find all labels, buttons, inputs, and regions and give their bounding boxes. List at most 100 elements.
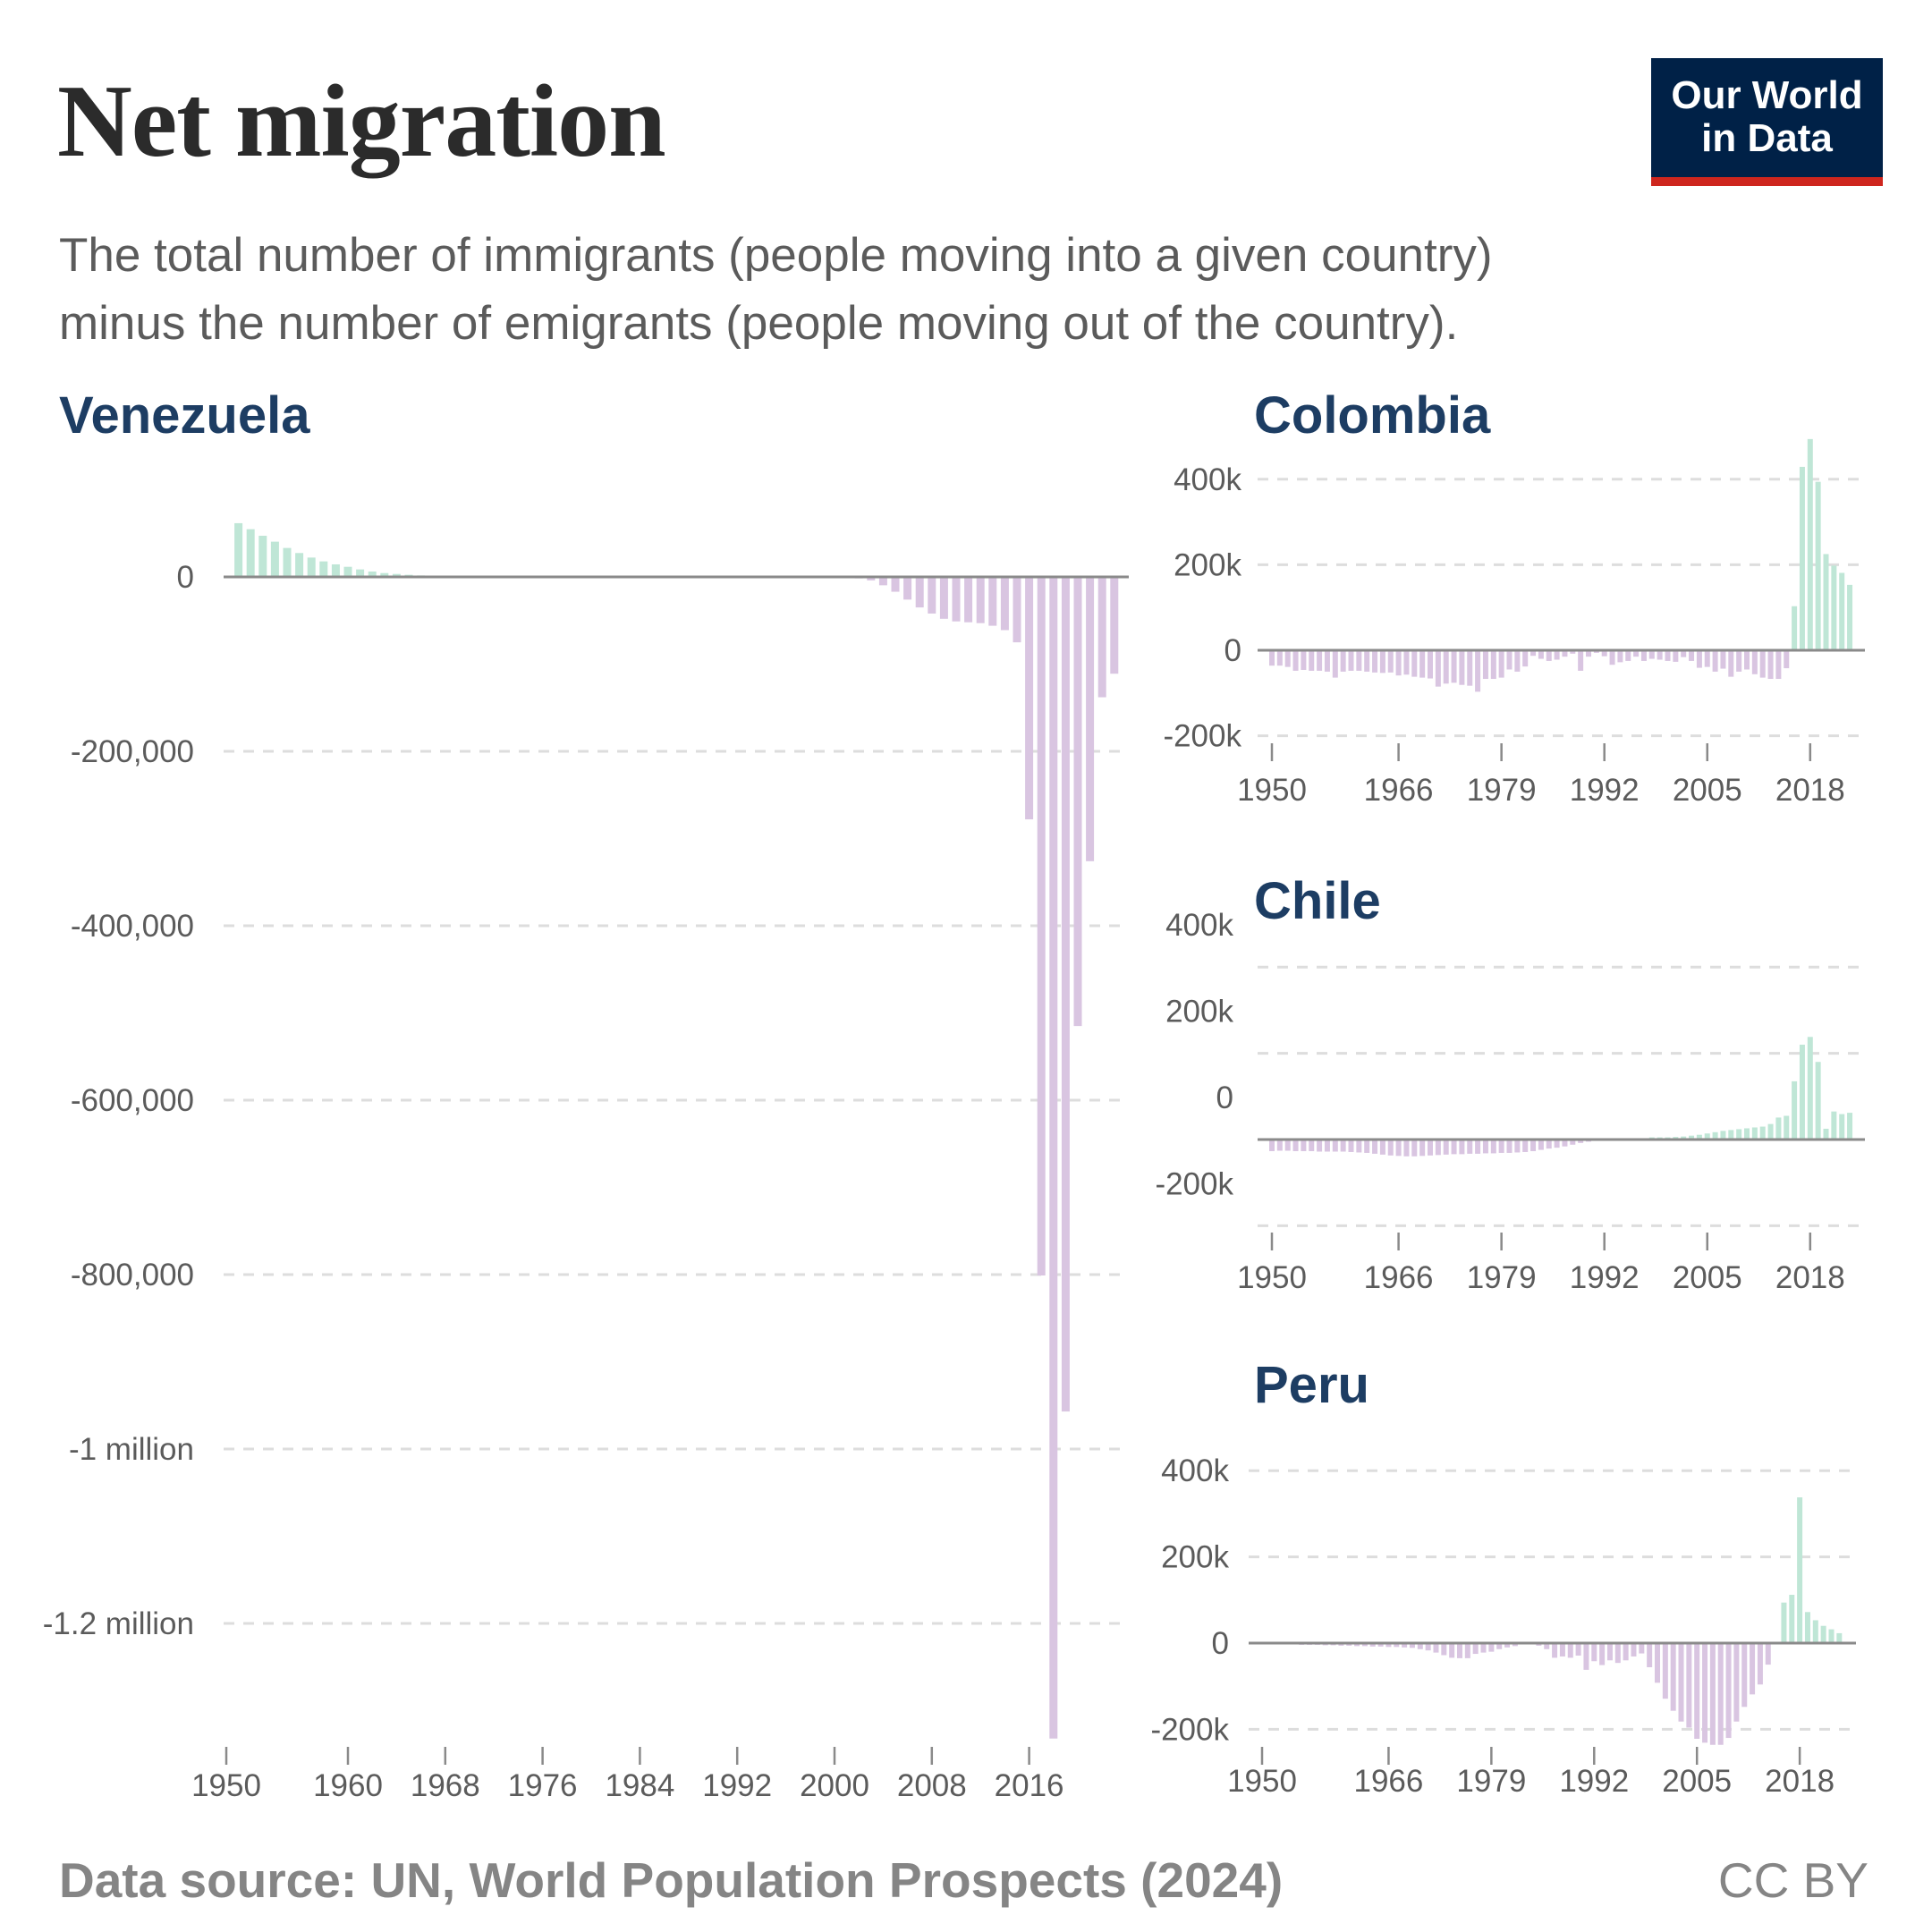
bar-2016 xyxy=(1792,606,1798,650)
bar-2019 xyxy=(1804,1612,1810,1643)
bar-2004 xyxy=(1696,650,1702,668)
bar-1980 xyxy=(1506,1140,1513,1153)
data-source: Data source: UN, World Population Prospe… xyxy=(59,1852,1284,1908)
bar-2016 xyxy=(1025,577,1034,820)
bar-1985 xyxy=(1546,650,1552,661)
bar-1959 xyxy=(1340,650,1346,672)
bar-1961 xyxy=(1356,650,1362,671)
x-tick-label: 1992 xyxy=(1570,1260,1640,1295)
logo-accent-bar xyxy=(1651,177,1883,186)
bar-1969 xyxy=(1419,650,1426,678)
bar-1978 xyxy=(1480,1643,1487,1653)
bar-1960 xyxy=(1348,650,1354,671)
bar-2022 xyxy=(1097,577,1106,698)
y-tick-label: 400k xyxy=(1174,462,1241,497)
chart-title-venezuela: Venezuela xyxy=(59,386,310,445)
bar-1959 xyxy=(1340,1140,1346,1152)
bar-2009 xyxy=(939,577,948,619)
bar-1960 xyxy=(343,566,352,577)
bar-1952 xyxy=(1284,650,1291,667)
bar-2015 xyxy=(1013,577,1021,643)
bar-2017 xyxy=(1799,1044,1805,1140)
y-tick-label: 200k xyxy=(1161,1540,1229,1575)
bar-2011 xyxy=(1751,650,1758,674)
bar-1971 xyxy=(1435,1140,1441,1156)
bar-1982 xyxy=(1512,1643,1518,1647)
y-tick-label: -1 million xyxy=(69,1432,194,1467)
bar-1958 xyxy=(1332,650,1338,678)
bar-2010 xyxy=(1733,1643,1740,1722)
bar-2006 xyxy=(903,577,912,600)
bar-2015 xyxy=(1784,650,1790,669)
x-tick-label: 2018 xyxy=(1775,773,1845,808)
bar-1976 xyxy=(1475,1140,1481,1154)
bar-1981 xyxy=(1514,1140,1521,1153)
bar-1957 xyxy=(307,557,316,577)
bar-1981 xyxy=(1504,1643,1511,1648)
bar-2012 xyxy=(1759,650,1766,678)
x-tick-label: 1968 xyxy=(411,1768,480,1803)
bar-2020 xyxy=(1812,1620,1818,1643)
bar-2012 xyxy=(976,577,985,623)
chart-venezuela: 0 -200,000 -400,000 -600,000 -800,000 -1 mill… xyxy=(43,522,1129,1803)
bar-2005 xyxy=(1694,1643,1700,1740)
bar-1955 xyxy=(1309,1140,1315,1152)
bar-1964 xyxy=(1379,1140,1385,1155)
subtitle-line-1: The total number of immigrants (people m… xyxy=(59,229,1493,282)
bar-1963 xyxy=(1361,1643,1368,1647)
logo-line-2: in Data xyxy=(1701,116,1833,160)
bar-2002 xyxy=(1681,650,1687,657)
bar-1953 xyxy=(1292,1140,1299,1152)
x-tick-label: 1966 xyxy=(1364,1260,1434,1295)
bar-2007 xyxy=(915,577,924,608)
bar-1963 xyxy=(1372,650,1378,673)
bar-2017 xyxy=(1789,1595,1795,1643)
y-tick-label: -200k xyxy=(1155,1166,1233,1201)
chart-colombia: 400k 200k 0 -200k 1950 1966 1979 1992 2005 2018 xyxy=(1163,438,1865,808)
bar-1992 xyxy=(1601,650,1607,657)
bar-2017 xyxy=(1037,577,1046,1275)
bar-1982 xyxy=(1522,650,1529,667)
license-link[interactable]: CC BY xyxy=(1717,1852,1868,1908)
bar-1962 xyxy=(1354,1643,1360,1647)
x-tick-label: 1950 xyxy=(1227,1764,1297,1799)
bar-1967 xyxy=(1403,1140,1410,1157)
owid-logo[interactable]: Our World in Data xyxy=(1651,58,1883,186)
x-tick-label: 1979 xyxy=(1467,1260,1537,1295)
y-tick-label: 200k xyxy=(1165,995,1233,1030)
bar-1989 xyxy=(1578,650,1584,671)
y-tick-label: -600,000 xyxy=(71,1083,194,1118)
bar-1968 xyxy=(1411,650,1418,677)
bar-1990 xyxy=(1575,1643,1581,1656)
bar-1966 xyxy=(1385,1643,1392,1648)
bar-2011 xyxy=(964,577,973,623)
bar-1956 xyxy=(295,553,304,577)
bar-2023 xyxy=(1847,584,1853,650)
bar-2018 xyxy=(1049,577,1058,1739)
x-tick-label: 2018 xyxy=(1775,1260,1845,1295)
bar-1970 xyxy=(1428,1140,1433,1156)
bar-1956 xyxy=(1317,1140,1323,1152)
chart-title-colombia: Colombia xyxy=(1254,386,1491,445)
x-tick-label: 2008 xyxy=(897,1768,967,1803)
bar-1991 xyxy=(1583,1643,1589,1670)
bar-1975 xyxy=(1467,650,1473,686)
bar-1988 xyxy=(1570,1140,1576,1145)
bar-1971 xyxy=(1425,1643,1431,1651)
bar-1997 xyxy=(1640,650,1647,661)
bar-2014 xyxy=(1775,650,1782,680)
bar-1977 xyxy=(1472,1643,1479,1655)
bar-2018 xyxy=(1797,1497,1803,1643)
bar-1962 xyxy=(368,571,377,577)
bar-1974 xyxy=(1459,1140,1465,1155)
bar-2010 xyxy=(1744,650,1750,670)
y-tick-label: 400k xyxy=(1165,908,1233,943)
bar-2011 xyxy=(1751,1127,1758,1140)
bar-1974 xyxy=(1449,1643,1455,1658)
bar-1998 xyxy=(1648,650,1655,659)
bar-1999 xyxy=(1647,1643,1653,1667)
bar-2023 xyxy=(1847,1113,1853,1140)
bar-1953 xyxy=(1292,650,1299,671)
bar-1972 xyxy=(1443,650,1449,684)
bar-1969 xyxy=(1419,1140,1426,1157)
